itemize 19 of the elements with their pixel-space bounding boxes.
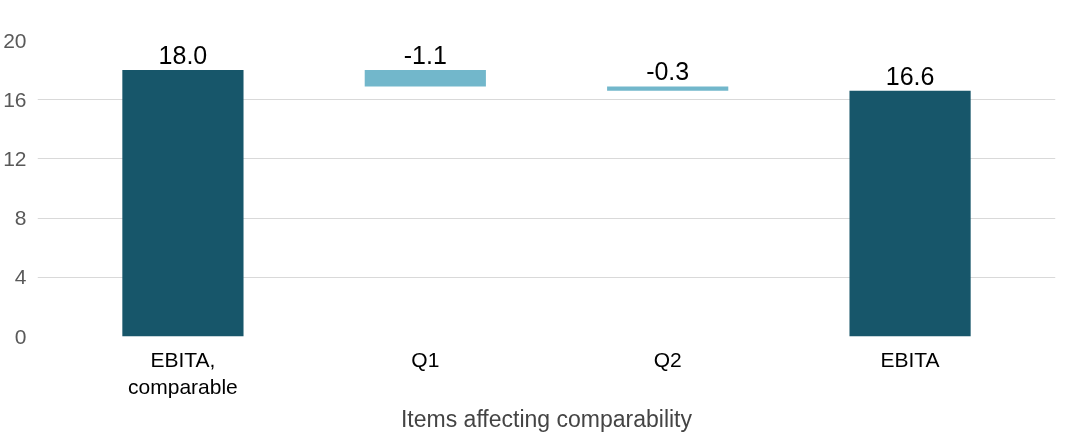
bar <box>364 70 486 87</box>
y-tick-label: 20 <box>3 28 27 52</box>
bar <box>122 70 244 337</box>
bar <box>849 90 971 337</box>
x-axis-title: Items affecting comparability <box>400 406 693 433</box>
y-tick-label: 0 <box>14 324 27 348</box>
data-label: 16.6 <box>885 61 935 90</box>
x-tick-label: EBITA <box>880 347 940 371</box>
y-tick-label: 8 <box>14 206 27 230</box>
bar <box>607 86 729 91</box>
data-label: 18.0 <box>158 41 208 70</box>
data-label: -1.1 <box>403 41 447 70</box>
y-tick-label: 16 <box>3 87 27 111</box>
x-tick-label: Q2 <box>653 347 682 371</box>
x-tick-label: Q1 <box>411 347 440 371</box>
x-tick-label: EBITA, comparable <box>128 347 238 399</box>
y-tick-label: 12 <box>3 146 27 170</box>
data-label: -0.3 <box>646 57 690 86</box>
y-tick-label: 4 <box>14 265 27 289</box>
